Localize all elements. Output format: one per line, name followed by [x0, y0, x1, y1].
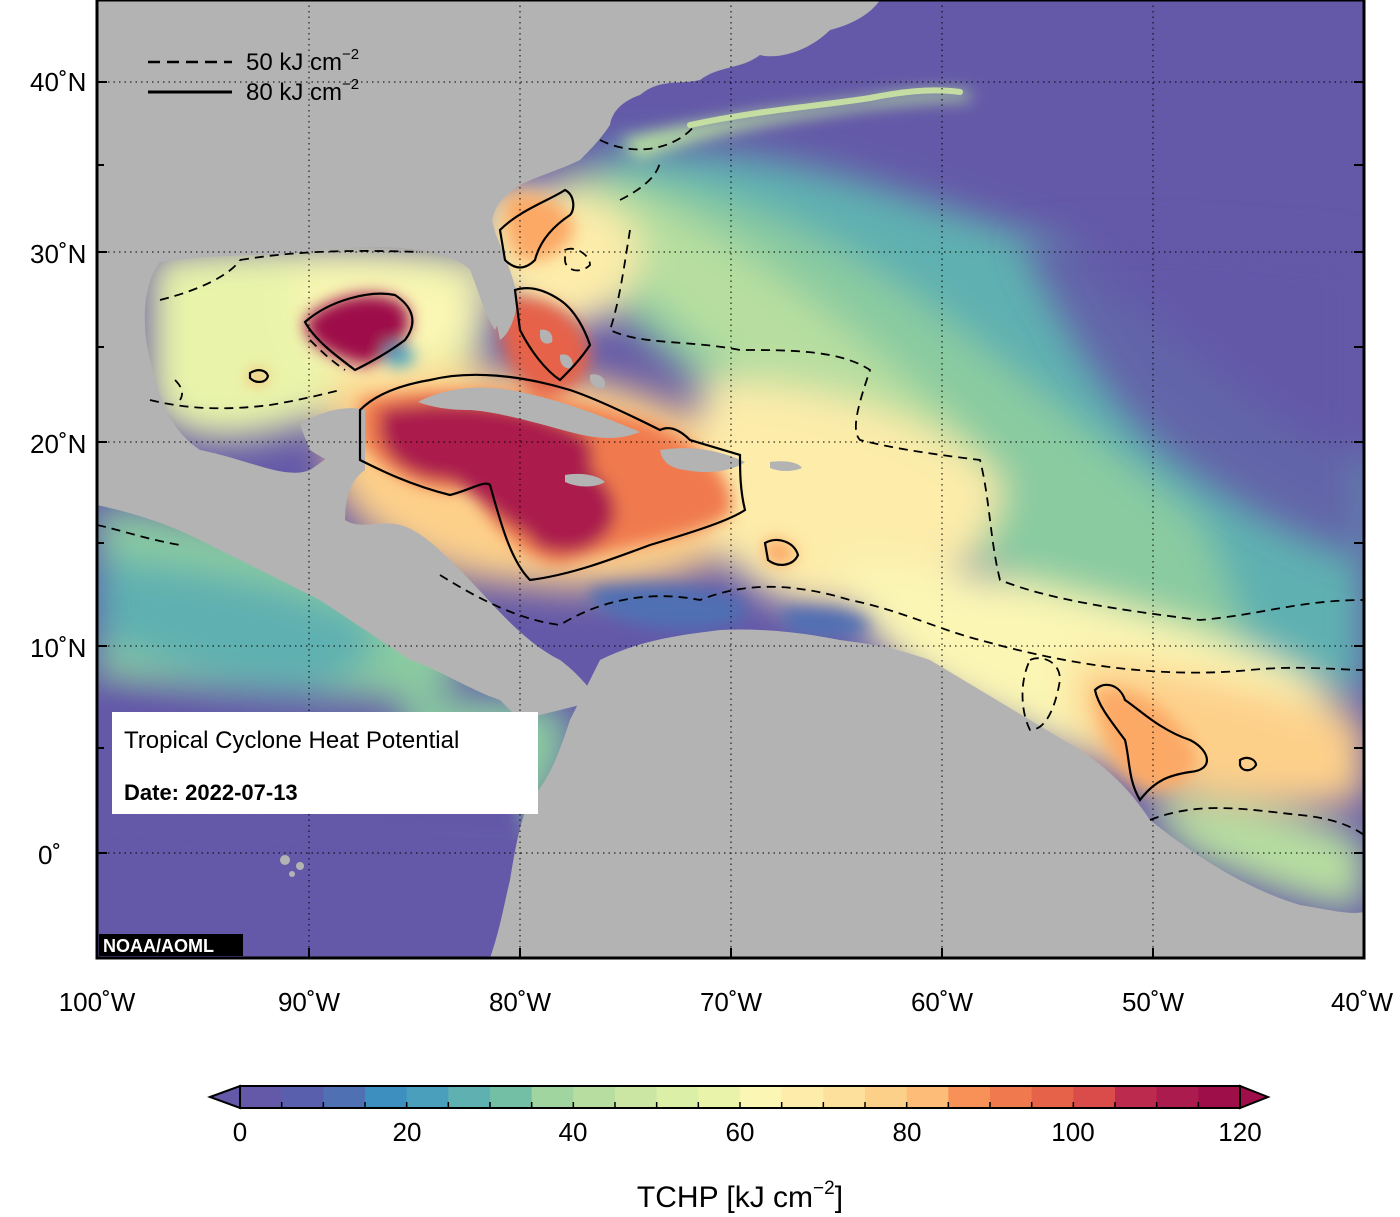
lat-label: 10˚N: [30, 633, 86, 663]
colorbar-tick-label: 60: [726, 1117, 755, 1147]
colorbar-cell: [1115, 1086, 1158, 1108]
info-title: Tropical Cyclone Heat Potential: [124, 727, 459, 754]
legend-label-50: 50 kJ cm−2: [246, 46, 359, 76]
colorbar-cell: [281, 1086, 324, 1108]
colorbar-tick-label: 80: [893, 1117, 922, 1147]
colorbar-cell: [573, 1086, 616, 1108]
colorbar-cell: [240, 1086, 283, 1108]
lon-label: 50˚W: [1122, 987, 1185, 1017]
colorbar-cell: [490, 1086, 533, 1108]
gulf-stream: [687, 87, 963, 128]
lat-label: 0˚: [38, 840, 61, 870]
colorbar-cell: [781, 1086, 824, 1108]
colorbar-cell: [323, 1086, 366, 1108]
contour-legend: 50 kJ cm−2 80 kJ cm−2: [148, 46, 359, 106]
colorbar-title: TCHP [kJ cm−2]: [637, 1178, 843, 1214]
colorbar-cell: [823, 1086, 866, 1108]
contours-50: [97, 124, 1364, 836]
lon-label: 90˚W: [278, 987, 341, 1017]
colorbar-cell: [615, 1086, 658, 1108]
lat-label: 40˚N: [30, 67, 86, 97]
colorbar-cell: [990, 1086, 1033, 1108]
colorbar-cell: [740, 1086, 783, 1108]
colorbar: 0 20 40 60 80 100 120 TCHP [kJ cm−2]: [207, 1084, 1271, 1214]
legend-label-80: 80 kJ cm−2: [246, 76, 359, 106]
lat-label: 20˚N: [30, 429, 86, 459]
colorbar-tick-label: 40: [559, 1117, 588, 1147]
map-ticks: [97, 81, 1364, 958]
colorbar-ticks: [280, 1102, 1200, 1108]
colorbar-tick-label: 0: [233, 1117, 247, 1147]
info-date: Date: 2022-07-13: [124, 780, 298, 805]
lon-label: 40˚W: [1331, 987, 1394, 1017]
colorbar-tick-label: 100: [1051, 1117, 1094, 1147]
credit-text: NOAA/AOML: [103, 936, 214, 956]
info-box: Tropical Cyclone Heat Potential Date: 20…: [112, 712, 538, 814]
colorbar-cell: [948, 1086, 991, 1108]
lat-labels: 40˚N 30˚N 20˚N 10˚N 0˚: [30, 67, 86, 870]
colorbar-tick-labels: 0 20 40 60 80 100 120: [233, 1117, 1262, 1147]
colorbar-cell: [1198, 1086, 1241, 1108]
colorbar-cell: [1156, 1086, 1199, 1108]
graticule: [97, 0, 1364, 958]
colorbar-cell: [448, 1086, 491, 1108]
colorbar-cell: [406, 1086, 449, 1108]
colorbar-cell: [906, 1086, 949, 1108]
colorbar-cell: [531, 1086, 574, 1108]
colorbar-cell: [365, 1086, 408, 1108]
colorbar-tick-label: 20: [393, 1117, 422, 1147]
colorbar-cell: [865, 1086, 908, 1108]
lon-label: 60˚W: [911, 987, 974, 1017]
lon-label: 80˚W: [489, 987, 552, 1017]
lon-labels: 100˚W 90˚W 80˚W 70˚W 60˚W 50˚W 40˚W: [59, 987, 1394, 1017]
colorbar-cell: [656, 1086, 699, 1108]
colorbar-tick-label: 120: [1218, 1117, 1261, 1147]
lon-label: 100˚W: [59, 987, 136, 1017]
lon-label: 70˚W: [700, 987, 763, 1017]
colorbar-cells: [240, 1086, 1241, 1108]
colorbar-max-arrow: [1239, 1084, 1271, 1110]
colorbar-cell: [1073, 1086, 1116, 1108]
colorbar-cell: [698, 1086, 741, 1108]
contours-80: [248, 188, 1258, 802]
credit-badge: NOAA/AOML: [99, 934, 243, 956]
lat-label: 30˚N: [30, 239, 86, 269]
land: [97, 0, 1364, 958]
colorbar-cell: [1031, 1086, 1074, 1108]
colorbar-min-arrow: [207, 1084, 241, 1110]
